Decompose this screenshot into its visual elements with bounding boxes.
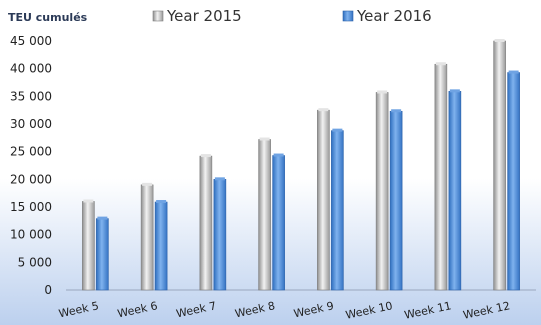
legend-swatch [342,10,354,22]
bar-year-2016 [507,72,520,291]
y-tick-label: 25 000 [10,145,52,159]
bar-year-2015 [258,139,271,291]
bar-year-2016 [331,130,344,291]
bar-cap [156,200,167,204]
bar-year-2015 [493,40,506,291]
legend-label: Year 2015 [166,7,242,25]
y-tick-label: 20 000 [10,172,52,186]
bar-cap [449,89,460,93]
bar-year-2015 [82,201,95,291]
bar-year-2015 [375,92,389,291]
bar-cap [97,216,108,220]
bar-year-2016 [448,91,462,291]
y-axis-label: TEU cumulés [8,11,88,24]
bar-year-2016 [213,179,227,291]
bar-year-2016 [154,201,168,291]
bar-year-2015 [434,63,448,291]
bar-year-2015 [140,184,154,291]
legend: Year 2015 Year 2016 [152,7,432,25]
y-tick-label: 35 000 [10,89,52,103]
bars [82,39,520,291]
bar-cap [377,90,388,94]
bar-year-2016 [272,155,285,291]
bar-cap [259,137,270,141]
bar-cap [508,70,519,74]
bar-year-2015 [317,109,330,291]
y-tick-label: 30 000 [10,117,52,131]
bar-cap [318,108,329,112]
bar-cap [435,62,446,66]
legend-swatch [152,10,164,22]
y-tick-label: 40 000 [10,62,52,76]
bar-cap [391,109,402,113]
bar-cap [273,153,284,157]
y-tick-label: 10 000 [10,228,52,242]
y-tick-label: 15 000 [10,200,52,214]
bar-year-2016 [389,110,403,291]
bar-year-2015 [199,155,213,291]
y-tick-label: 5 000 [18,255,52,269]
bar-year-2016 [96,218,109,291]
bar-cap [332,128,343,132]
legend-label: Year 2016 [356,7,432,25]
bar-cap [200,154,211,158]
bar-cap [494,39,505,42]
bar-cap [214,177,225,181]
bar-cap [142,182,153,186]
y-tick-label: 0 [44,283,52,297]
y-tick-label: 45 000 [10,34,52,48]
y-axis: 0 5 000 10 000 15 000 20 000 25 000 30 000 35 0… [10,34,536,297]
bar-cap [83,199,94,203]
